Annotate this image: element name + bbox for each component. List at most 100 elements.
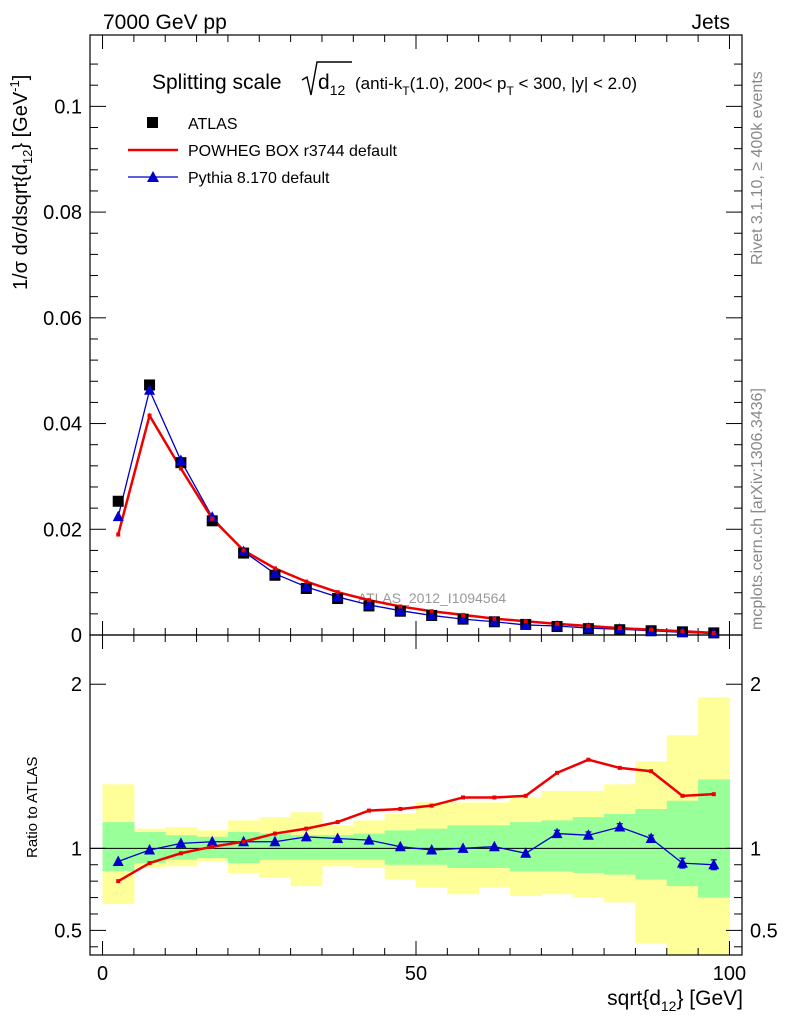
ratio-pythia-point [488,840,500,852]
header-left: 7000 GeV pp [103,11,227,34]
ratio-pythia-line [117,826,714,866]
ratio-pythia-point [708,858,720,870]
ratio-powheg-point [523,793,528,798]
ratio-powheg-point [586,757,591,762]
powheg-point [398,604,403,609]
title-d12: d12 [318,71,345,98]
ratio-ylabel: Ratio to ATLAS [24,757,41,858]
pythia-point [332,590,344,602]
ratio-powheg-point [116,879,121,884]
ratio-pythia-point [676,857,688,868]
powheg-point [617,626,622,631]
x-tick-label: 0 [97,963,108,985]
ratio-y-tick-label: 1 [71,838,82,860]
powheg-point [241,548,246,553]
plot-title: Splitting scale d12 (anti-kT(1.0), 200< … [152,61,637,98]
pythia-point [144,384,156,395]
powheg-point [147,413,152,418]
ratio-pythia-point [520,847,532,858]
ratio-powheg-point [178,851,183,856]
ratio-y-tick-label: 2 [71,674,82,696]
ratio-y-tick-label-right: 2 [750,674,761,696]
ratio-powheg-point [617,765,622,770]
main-ylabel: 1/σ dσ/dsqrt{d12} [GeV-1] [7,75,35,290]
powheg-point [680,629,685,634]
header-right: Jets [691,11,730,34]
ratio-powheg-point [241,839,246,844]
ratio-y-tick-label-right: 0.5 [750,920,778,942]
ratio-pythia-point [332,832,344,843]
ratio-powheg-point [555,770,560,775]
ratio-powheg-point [429,803,434,808]
ratio-pythia-point [144,843,156,855]
title-main: Splitting scale [152,71,282,94]
legend-atlas-marker [147,117,158,128]
ratio-pythia-point [269,835,281,847]
ratio-powheg-point [366,808,371,813]
pythia-point [394,604,406,616]
ratio-powheg-point [272,831,277,836]
pythia-point [206,511,218,522]
ratio-plot-marks [112,757,720,884]
legend-atlas-label: ATLAS [188,116,238,133]
ratio-bands [102,697,730,955]
pythia-point [426,609,438,620]
legend: ATLAS POWHEG BOX r3744 default Pythia 8.… [128,116,398,187]
legend-pythia-marker [147,171,159,182]
ratio-band-inner-bin [572,817,605,873]
ratio-band-inner-bin [698,779,730,898]
ratio-pythia-point [175,837,187,848]
powheg-point [272,566,277,571]
rivet-label: Rivet 3.1.10, ≥ 400k events [749,71,766,265]
powheg-point [461,612,466,617]
analysis-watermark: ATLAS_2012_I1094564 [358,590,507,606]
main-y-tick-label: 0.06 [43,308,82,330]
ratio-pythia-point [551,827,563,839]
main-plot-marks [112,379,720,639]
powheg-point [649,627,654,632]
x-tick-label: 100 [713,963,746,985]
ratio-powheg-point [304,826,309,831]
ratio-y-tick-label-right: 1 [750,838,761,860]
powheg-point [711,630,716,635]
powheg-point [429,609,434,614]
ratio-pythia-point [614,821,626,832]
main-y-tick-label: 0.1 [54,96,82,118]
pythia-point [112,510,124,522]
main-y-tick-label: 0.02 [43,519,82,541]
ratio-pythia-point [363,834,375,845]
powheg-point [335,590,340,595]
ratio-band-inner-bin [635,808,668,880]
pythia-point [363,598,375,610]
pythia-point [520,618,532,630]
ratio-powheg-point [147,861,152,866]
ratio-powheg-point [680,793,685,798]
ratio-y-tick-label: 0.5 [54,920,82,942]
x-tick-label: 50 [405,963,427,985]
pythia-point [300,580,312,592]
ratio-powheg-point [398,806,403,811]
legend-pythia-label: Pythia 8.170 default [188,170,330,187]
ratio-pythia-point [394,840,406,852]
ratio-pythia-point [582,829,594,840]
powheg-point [116,532,121,537]
ratio-powheg-point [335,820,340,825]
powheg-point [178,466,183,471]
main-y-tick-label: 0.08 [43,202,82,224]
title-rest: (anti-kT(1.0), 200< pT < 300, |y| < 2.0) [355,74,637,98]
legend-powheg-label: POWHEG BOX r3744 default [188,143,398,160]
ratio-pythia-point [645,832,657,843]
ratio-pythia-point [300,830,312,842]
main-y-tick-label: 0.04 [43,414,82,436]
main-plot-frame: 0 0.02 0.04 0.06 0.08 0.1 [43,34,743,649]
ratio-powheg-point [210,844,215,849]
pythia-point [269,567,281,579]
powheg-point [586,624,591,629]
ratio-band-inner-bin [666,800,699,887]
sqrt-symbol [301,61,352,96]
ratio-pythia-point [112,855,124,866]
powheg-point [366,598,371,603]
ratio-pythia-point [457,842,469,853]
pythia-point [488,615,500,627]
